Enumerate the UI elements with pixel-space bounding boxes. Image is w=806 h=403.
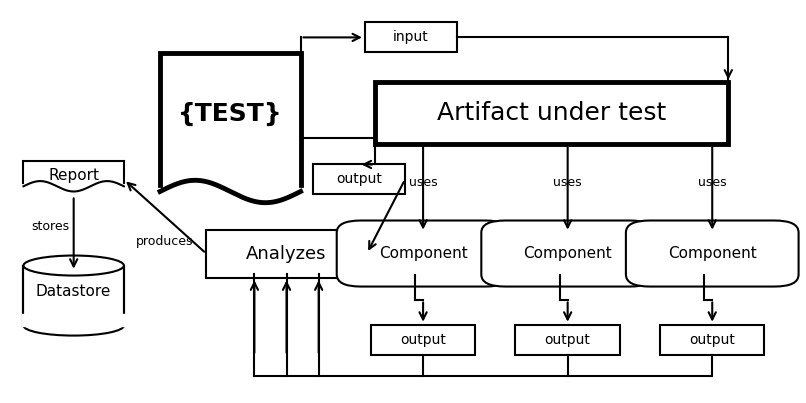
Text: Component: Component bbox=[668, 246, 757, 261]
FancyBboxPatch shape bbox=[206, 230, 367, 278]
FancyBboxPatch shape bbox=[371, 324, 476, 355]
Text: Artifact under test: Artifact under test bbox=[437, 102, 667, 125]
FancyBboxPatch shape bbox=[365, 23, 457, 52]
Text: output: output bbox=[689, 332, 735, 347]
Text: Datastore: Datastore bbox=[36, 284, 111, 299]
Text: uses: uses bbox=[698, 176, 726, 189]
Text: uses: uses bbox=[554, 176, 582, 189]
Ellipse shape bbox=[23, 316, 124, 336]
Text: Analyzes: Analyzes bbox=[247, 245, 326, 262]
FancyBboxPatch shape bbox=[481, 220, 654, 287]
Text: Component: Component bbox=[379, 246, 467, 261]
Text: input: input bbox=[393, 30, 429, 44]
Text: Component: Component bbox=[523, 246, 612, 261]
Text: output: output bbox=[400, 332, 446, 347]
Text: stores: stores bbox=[31, 220, 69, 233]
Text: output: output bbox=[336, 172, 382, 187]
FancyBboxPatch shape bbox=[660, 324, 764, 355]
FancyBboxPatch shape bbox=[626, 220, 799, 287]
Text: produces: produces bbox=[136, 235, 193, 247]
Ellipse shape bbox=[23, 256, 124, 276]
FancyBboxPatch shape bbox=[337, 220, 509, 287]
Text: {TEST}: {TEST} bbox=[178, 102, 283, 125]
FancyBboxPatch shape bbox=[160, 54, 301, 191]
FancyBboxPatch shape bbox=[313, 164, 405, 195]
Text: uses: uses bbox=[409, 176, 438, 189]
FancyBboxPatch shape bbox=[375, 83, 729, 144]
Text: output: output bbox=[545, 332, 591, 347]
FancyBboxPatch shape bbox=[516, 324, 620, 355]
Text: Report: Report bbox=[48, 168, 99, 183]
FancyBboxPatch shape bbox=[23, 162, 124, 186]
